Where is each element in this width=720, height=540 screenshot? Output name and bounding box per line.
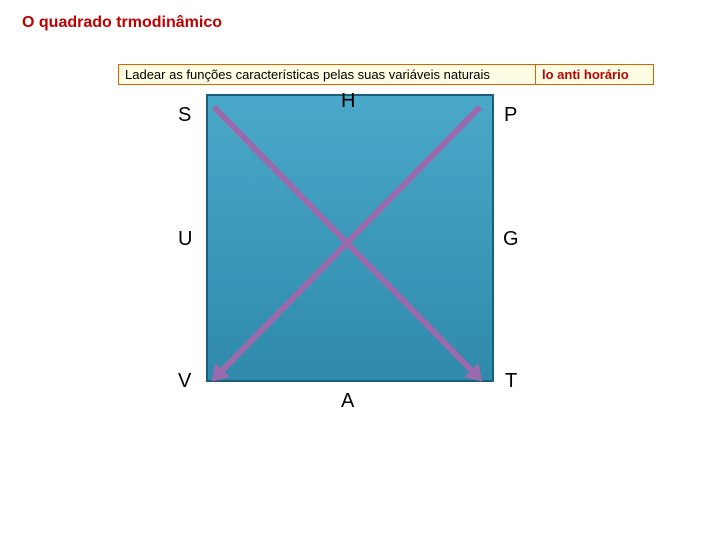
label-H: H <box>341 90 355 113</box>
slide: O quadrado trmodinâmico Ladear as funçõe… <box>0 0 720 540</box>
label-P: P <box>504 104 517 127</box>
label-V: V <box>178 370 191 393</box>
callout-functions: Ladear as funções características pelas … <box>118 64 542 85</box>
label-A: A <box>341 390 354 413</box>
label-T: T <box>505 370 517 393</box>
slide-title: O quadrado trmodinâmico <box>22 14 222 32</box>
callout-anti-horario: lo anti horário <box>535 64 654 85</box>
label-G: G <box>503 228 519 251</box>
label-U: U <box>178 228 192 251</box>
label-S: S <box>178 104 191 127</box>
